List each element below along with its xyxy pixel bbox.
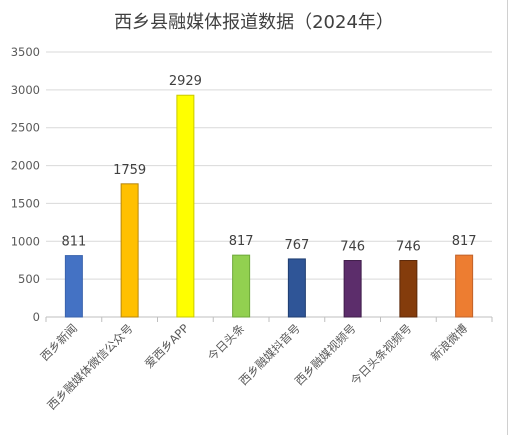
bar	[120, 183, 139, 318]
y-tick-label: 1500	[11, 196, 40, 210]
data-label: 811	[61, 235, 86, 250]
x-tick-label: 今日头条	[205, 321, 248, 364]
y-tick-label: 1000	[11, 234, 40, 248]
y-tick-label: 500	[18, 272, 40, 286]
bar	[399, 260, 418, 318]
y-tick-label: 2000	[11, 159, 40, 173]
data-label: 746	[340, 240, 365, 255]
data-label: 746	[396, 240, 421, 255]
bar	[287, 258, 306, 318]
y-tick-label: 3500	[11, 45, 40, 59]
x-tick-label: 爱西乡APP	[142, 321, 192, 371]
data-label: 817	[229, 234, 254, 249]
data-label: 2929	[169, 74, 202, 89]
y-tick-label: 2500	[11, 121, 40, 135]
x-tick-label: 新浪微博	[428, 321, 471, 364]
bar	[64, 255, 83, 318]
chart-title: 西乡县融媒体报道数据（2024年）	[114, 12, 394, 33]
data-label: 767	[284, 238, 309, 253]
y-tick-label: 3000	[11, 83, 40, 97]
bar	[176, 94, 195, 318]
bar	[232, 254, 251, 318]
bar	[343, 260, 362, 318]
bar	[455, 254, 474, 318]
x-tick-label: 西乡新闻	[38, 321, 80, 363]
data-label: 817	[452, 234, 477, 249]
data-label: 1759	[113, 163, 146, 178]
y-tick-label: 0	[33, 310, 40, 324]
